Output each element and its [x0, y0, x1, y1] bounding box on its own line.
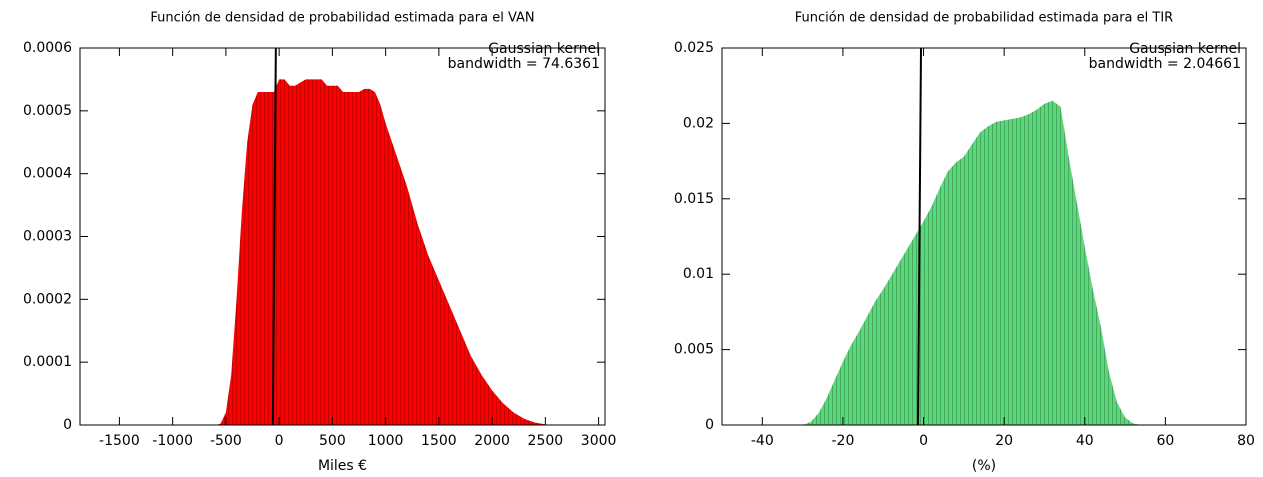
x-tick-label: 3000 — [581, 433, 617, 449]
y-tick-label: 0.0002 — [23, 291, 72, 307]
y-tick-label: 0.0006 — [23, 40, 72, 56]
reference-line — [917, 47, 923, 426]
area-hatch — [722, 100, 1246, 425]
x-tick-label: -500 — [210, 433, 242, 449]
x-axis-label: (%) — [972, 458, 996, 474]
chart-title: Función de densidad de probabilidad esti… — [795, 11, 1173, 26]
annotation: bandwidth = 2.04661 — [1089, 56, 1241, 72]
annotation: bandwidth = 74.6361 — [448, 56, 600, 72]
chart-title: Función de densidad de probabilidad esti… — [150, 11, 534, 26]
y-tick-label: 0 — [63, 417, 72, 433]
y-tick-label: 0.015 — [674, 191, 714, 207]
area-hatch — [87, 79, 599, 425]
y-tick-label: 0.0003 — [23, 229, 72, 245]
y-tick-label: 0.0005 — [23, 103, 72, 119]
x-tick-label: 0 — [919, 433, 928, 449]
x-tick-label: 80 — [1237, 433, 1255, 449]
y-tick-label: 0.01 — [683, 266, 714, 282]
chart-panel: Función de densidad de probabilidad esti… — [674, 11, 1255, 475]
x-tick-label: -1500 — [99, 433, 140, 449]
plot-frame — [721, 47, 1247, 426]
chart-panel: Función de densidad de probabilidad esti… — [23, 11, 616, 475]
annotation: Gaussian kernel — [488, 41, 600, 57]
y-tick-label: 0.02 — [683, 115, 714, 131]
x-tick-label: 500 — [319, 433, 346, 449]
x-tick-label: -1000 — [152, 433, 193, 449]
x-axis-label: Miles € — [318, 458, 367, 474]
y-tick-label: 0 — [705, 417, 714, 433]
y-tick-label: 0.0004 — [23, 166, 72, 182]
x-tick-label: -20 — [831, 433, 854, 449]
plot-frame — [79, 47, 606, 426]
x-tick-label: 60 — [1156, 433, 1174, 449]
x-tick-label: 2500 — [528, 433, 564, 449]
y-tick-label: 0.025 — [674, 40, 714, 56]
x-tick-label: 0 — [275, 433, 284, 449]
x-tick-label: 20 — [995, 433, 1013, 449]
x-tick-label: 1000 — [368, 433, 404, 449]
y-tick-label: 0.0001 — [23, 354, 72, 370]
x-tick-label: 40 — [1076, 433, 1094, 449]
x-tick-label: 1500 — [421, 433, 457, 449]
annotation: Gaussian kernel — [1129, 41, 1241, 57]
y-tick-label: 0.005 — [674, 342, 714, 358]
x-tick-label: 2000 — [474, 433, 510, 449]
x-tick-label: -40 — [751, 433, 774, 449]
reference-line — [271, 47, 277, 426]
